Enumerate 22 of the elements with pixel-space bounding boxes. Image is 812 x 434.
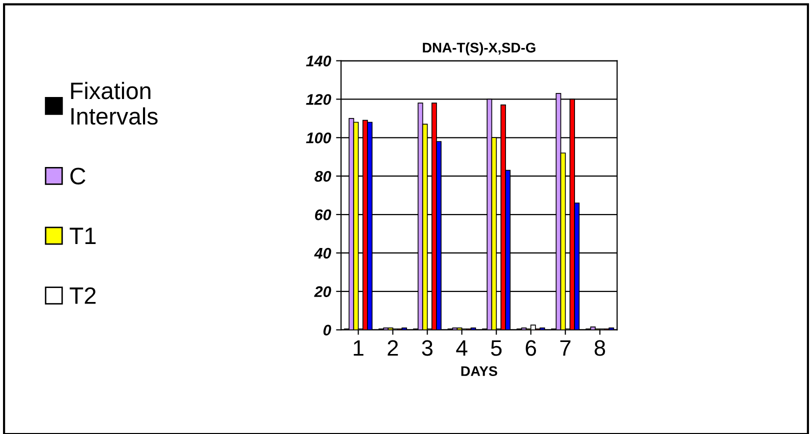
x-tick-label: 6 [526,340,536,356]
x-tick-label: 3 [422,340,433,356]
x-axis-title: DAYS [461,366,498,376]
legend-label: T2 [70,287,96,304]
x-tick-label: 1 [354,340,364,356]
y-tick-label: 80 [314,170,332,182]
y-tick-label: 100 [306,132,332,144]
x-tick-label: 5 [491,340,502,356]
legend-label: C [70,168,86,184]
x-tick-label: 8 [594,340,606,356]
chart-title: DNA-T(S)-X,SD-G [422,42,536,56]
y-tick-label: 40 [314,248,332,259]
y-tick-label: 120 [306,94,332,105]
y-tick-label: 20 [314,286,332,298]
y-tick-label: 60 [315,209,332,220]
legend-label: T1 [70,228,96,244]
x-tick-label: 2 [388,340,398,356]
y-tick-label: 140 [306,56,332,66]
y-tick-label: 0 [323,324,332,336]
x-tick-label: 4 [456,340,468,356]
x-tick-label: 7 [560,340,570,356]
legend-label: Fixation Intervals [71,82,158,125]
